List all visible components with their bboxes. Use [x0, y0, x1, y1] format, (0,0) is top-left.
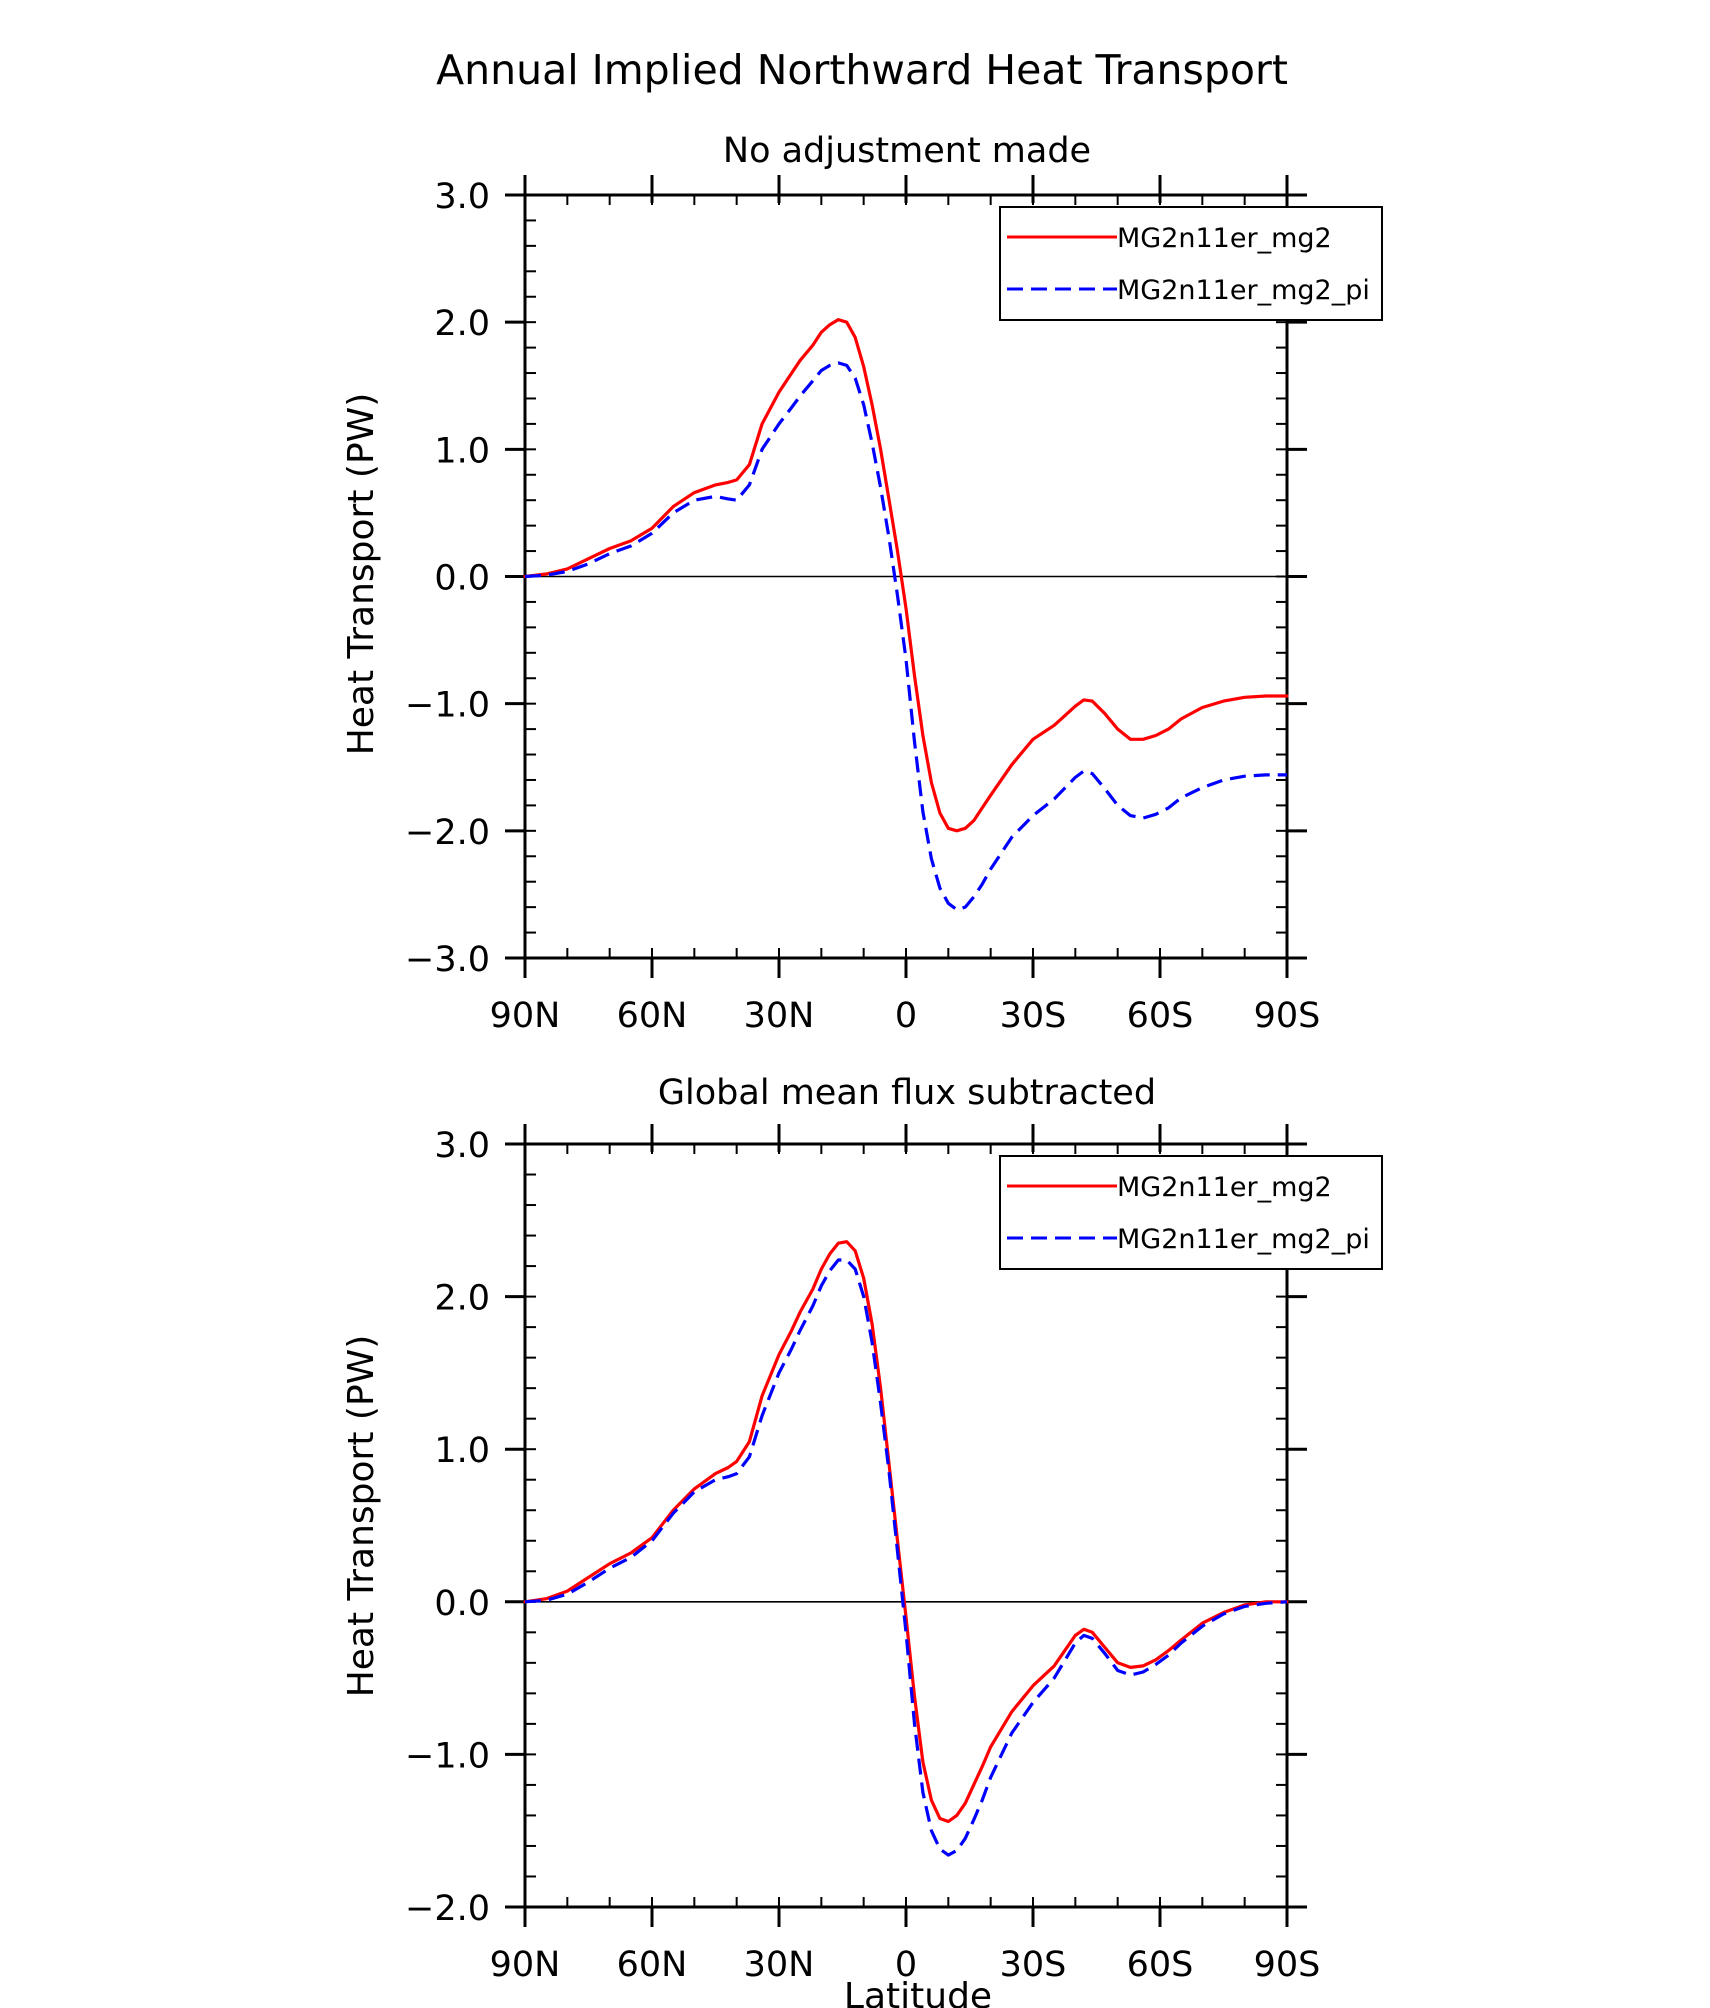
axis-ticks [505, 1124, 1307, 1927]
legend-box [999, 206, 1383, 321]
y-tick-label: 1.0 [434, 431, 490, 471]
x-tick-label: 90S [1254, 1945, 1321, 1985]
y-tick-label: 3.0 [434, 177, 490, 217]
x-tick-label: 0 [895, 996, 917, 1036]
y-tick-label: 1.0 [434, 1431, 490, 1471]
chart-panel-no-adjustment: No adjustment made Heat Transport (PW) −… [341, 131, 1383, 1036]
legend-label-1: MG2n11er_mg2 [1117, 223, 1332, 254]
series-line-2 [524, 361, 1287, 912]
x-tick-label: 60N [617, 996, 688, 1036]
chart-panel-global-mean-subtracted: Global mean flux subtracted Heat Transpo… [341, 1073, 1383, 2008]
legend-label-2: MG2n11er_mg2_pi [1117, 1224, 1370, 1255]
y-tick-label: −1.0 [405, 686, 490, 726]
axis-ticks [505, 175, 1307, 978]
panel-title: No adjustment made [723, 131, 1091, 171]
y-tick-label: −3.0 [405, 940, 490, 980]
y-tick-label: 3.0 [434, 1126, 490, 1166]
x-axis-label: Latitude [844, 1976, 992, 2008]
series-line-1 [523, 318, 1289, 833]
figure-title: Annual Implied Northward Heat Transport [436, 46, 1288, 94]
x-tick-label: 30N [744, 996, 815, 1036]
x-tick-label: 30S [1000, 996, 1067, 1036]
x-tick-label: 30N [744, 1945, 815, 1985]
y-tick-label: −2.0 [405, 1889, 490, 1929]
panel-title: Global mean flux subtracted [658, 1073, 1156, 1113]
x-tick-label: 60S [1127, 996, 1194, 1036]
legend-label-2: MG2n11er_mg2_pi [1117, 275, 1370, 306]
x-tick-label: 0 [895, 1945, 917, 1985]
x-tick-label: 90S [1254, 996, 1321, 1036]
y-tick-label: −2.0 [405, 813, 490, 853]
y-tick-label: 0.0 [434, 1584, 490, 1624]
x-tick-label: 30S [1000, 1945, 1067, 1985]
x-tick-label: 60N [617, 1945, 688, 1985]
y-axis-label: Heat Transport (PW) [341, 1335, 382, 1698]
x-tick-label: 90N [490, 1945, 561, 1985]
legend-label-1: MG2n11er_mg2 [1117, 1172, 1332, 1203]
x-tick-label: 90N [490, 996, 561, 1036]
y-tick-label: 2.0 [434, 1279, 490, 1319]
legend: MG2n11er_mg2 MG2n11er_mg2_pi [999, 1155, 1383, 1270]
x-tick-label: 60S [1127, 1945, 1194, 1985]
tick-labels: −2.0 −1.0 0.0 1.0 2.0 3.0 90N 60N 30N 0 30S 60S 90S [405, 1126, 1320, 1985]
y-axis-label: Heat Transport (PW) [341, 393, 382, 756]
legend: MG2n11er_mg2 MG2n11er_mg2_pi [999, 206, 1383, 321]
y-tick-label: −1.0 [405, 1736, 490, 1776]
tick-labels: −3.0 −2.0 −1.0 0.0 1.0 2.0 3.0 90N 60N 30N 0 30S 60S… [405, 177, 1320, 1036]
y-tick-label: 2.0 [434, 304, 490, 344]
series-lines [523, 1240, 1289, 1857]
y-tick-label: 0.0 [434, 559, 490, 599]
series-lines [523, 318, 1289, 912]
legend-box [999, 1155, 1383, 1270]
